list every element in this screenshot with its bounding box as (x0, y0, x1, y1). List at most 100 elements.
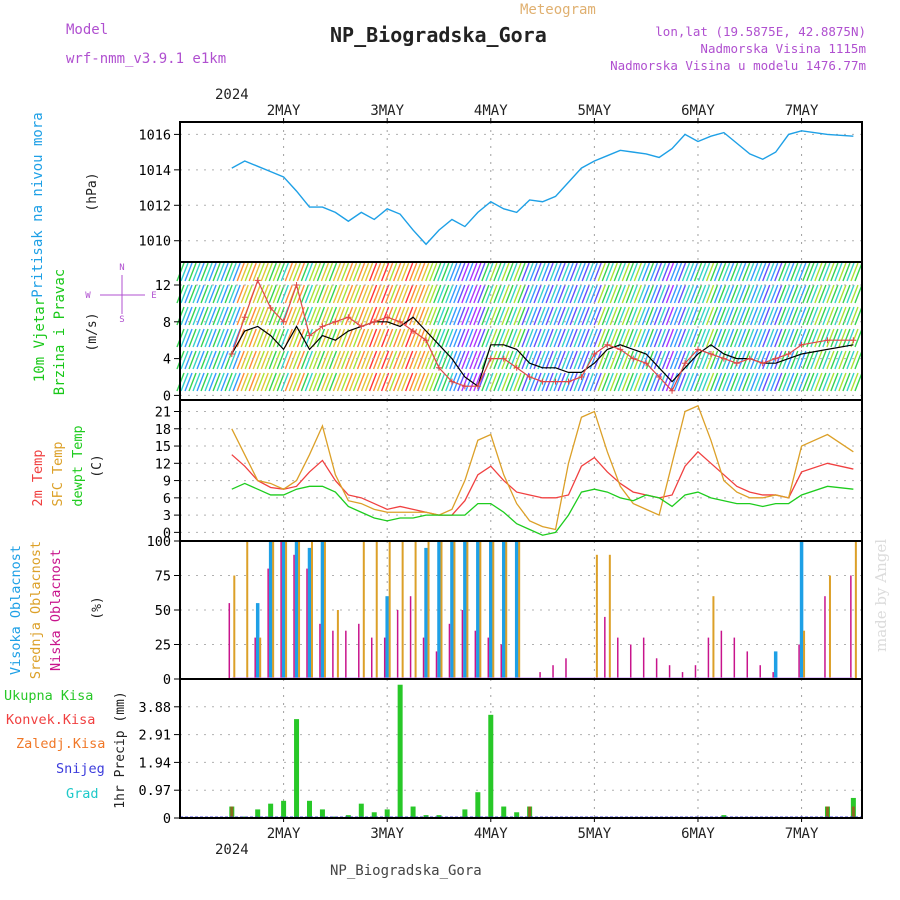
wind-barb (469, 350, 478, 370)
y-tick-label: 1016 (138, 127, 171, 143)
day-label-bottom: 6MAY (681, 826, 715, 842)
wind-gust-point (720, 355, 727, 362)
wind-barb (268, 350, 277, 370)
wind-barb (493, 306, 502, 326)
wind-barb (240, 372, 249, 392)
low-cloud-bar (720, 630, 723, 679)
wind-barb (292, 350, 301, 370)
wind-barb (822, 262, 831, 282)
wind-barb (601, 262, 610, 282)
wind-barb (324, 350, 334, 370)
wind-barb (810, 284, 819, 304)
wind-barb (613, 262, 622, 282)
compass-south: S (119, 315, 124, 325)
wind-barb (786, 328, 795, 348)
wind-barb (356, 262, 366, 282)
wind-barb (509, 306, 518, 326)
wind-barb (224, 284, 233, 304)
wind-barb (617, 372, 626, 392)
wind-barb (786, 350, 795, 370)
wind-barb (204, 262, 213, 282)
wind-barb (677, 350, 687, 370)
wind-barb (493, 350, 502, 370)
wind-barb (200, 350, 209, 370)
wind-barb (653, 262, 663, 282)
t2m-line (231, 450, 854, 516)
wind-barb (368, 262, 378, 282)
wind-barb (782, 328, 791, 348)
wind-barb (441, 306, 450, 326)
wind-gust-point (669, 387, 676, 394)
wind-barb (188, 328, 197, 348)
mid-cloud-bar (518, 541, 521, 679)
wind-barb (521, 284, 530, 304)
wind-barb (320, 306, 330, 326)
low-cloud-bar (228, 603, 231, 679)
wind-barb (521, 350, 530, 370)
wind-barb (481, 372, 490, 392)
wind-barb (653, 372, 663, 392)
wind-barb (818, 372, 827, 392)
wind-barb (597, 372, 606, 392)
wind-barb (465, 262, 474, 282)
low-cloud-bar (707, 637, 710, 679)
precip-total-bar (410, 806, 416, 818)
wind-barb (392, 306, 402, 326)
wind-barb (589, 262, 598, 282)
wind-barb (629, 372, 638, 392)
wind-barb (497, 350, 506, 370)
wind-barb (417, 306, 426, 326)
wind-barb (774, 372, 783, 392)
wind-barb (705, 262, 715, 282)
wind-barb (806, 328, 815, 348)
wind-barb (677, 306, 687, 326)
wind-gust-point (604, 341, 611, 348)
wind-barb (557, 350, 566, 370)
wind-barb (810, 350, 819, 370)
wind-barb (421, 284, 430, 304)
day-label-bottom: 7MAY (785, 826, 819, 842)
wind-barb (826, 262, 835, 282)
wind-barb (505, 306, 514, 326)
wind-barb (721, 328, 731, 348)
wind-barb (240, 284, 249, 304)
wind-barb (509, 262, 518, 282)
wind-barb (497, 284, 506, 304)
wind-barb (260, 372, 269, 392)
wind-barb (593, 306, 602, 326)
wind-barb (625, 350, 634, 370)
wind-barb (228, 350, 237, 370)
wind-barb (770, 306, 779, 326)
wind-barb (340, 306, 350, 326)
y-tick-label: 25 (155, 638, 171, 654)
wind-barb (352, 284, 362, 304)
wind-barb (368, 328, 378, 348)
wind-barb (461, 262, 470, 282)
high-cloud-bar (424, 547, 428, 679)
wind-barb (557, 306, 566, 326)
wind-barb (473, 350, 482, 370)
low-cloud-bar (409, 596, 412, 679)
wind-barb (445, 262, 454, 282)
wind-barb (697, 262, 707, 282)
wind-barb (790, 284, 799, 304)
wind-barb (465, 284, 474, 304)
wind-barb (641, 284, 651, 304)
wind-barb (641, 306, 651, 326)
wind-barb (533, 328, 542, 348)
mid-cloud-bar (336, 610, 339, 679)
wind-barb (465, 372, 474, 392)
wind-barb (822, 372, 831, 392)
wind-barb (689, 372, 699, 392)
wind-barb (629, 350, 638, 370)
wind-gust-point (254, 277, 261, 284)
wind-barb (308, 372, 318, 392)
wind-barb (661, 284, 671, 304)
wind-barb (846, 262, 855, 282)
wind-barb (533, 306, 542, 326)
wind-barb (517, 262, 526, 282)
wind-barb (822, 284, 831, 304)
wind-barb (802, 306, 811, 326)
wind-barb (605, 262, 614, 282)
wind-barb (316, 284, 326, 304)
